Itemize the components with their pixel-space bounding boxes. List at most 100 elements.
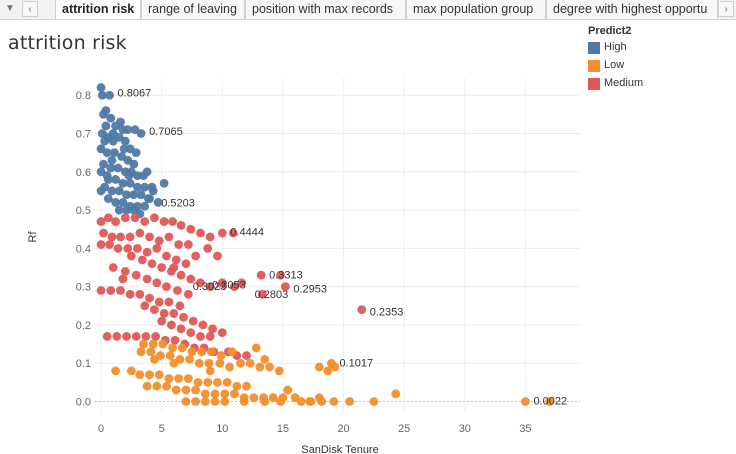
scatter-point-medium[interactable] xyxy=(123,243,133,253)
scatter-point-low[interactable] xyxy=(345,397,355,406)
scatter-point-medium[interactable] xyxy=(242,351,251,360)
scatter-point-low[interactable] xyxy=(236,358,245,368)
scatter-point-high[interactable] xyxy=(136,129,146,138)
scatter-point-high[interactable] xyxy=(106,113,116,123)
scatter-point-medium[interactable] xyxy=(133,243,142,253)
tab-range-of-leaving[interactable]: range of leaving xyxy=(141,0,245,19)
scatter-point-medium[interactable] xyxy=(257,289,267,299)
scatter-point-medium[interactable] xyxy=(217,278,227,288)
scatter-point-medium[interactable] xyxy=(152,243,162,253)
scatter-point-high[interactable] xyxy=(114,205,124,215)
scatter-point-low[interactable] xyxy=(210,389,220,399)
scatter-point-medium[interactable] xyxy=(164,297,174,307)
scatter-point-medium[interactable] xyxy=(186,328,196,337)
tab-max-population-group[interactable]: max population group xyxy=(406,0,546,19)
scatter-point-low[interactable] xyxy=(249,393,259,403)
scatter-point-high[interactable] xyxy=(122,205,131,215)
scatter-point-low[interactable] xyxy=(265,362,274,372)
scatter-point-medium[interactable] xyxy=(256,270,266,280)
scatter-point-low[interactable] xyxy=(276,397,285,406)
scatter-point-low[interactable] xyxy=(191,397,201,406)
scatter-point-high[interactable] xyxy=(159,178,169,188)
scatter-point-low[interactable] xyxy=(181,385,191,395)
scatter-point-medium[interactable] xyxy=(142,247,152,257)
scatter-point-medium[interactable] xyxy=(152,278,162,288)
scatter-point-low[interactable] xyxy=(227,347,237,357)
scatter-point-medium[interactable] xyxy=(125,289,135,299)
scatter-point-low[interactable] xyxy=(242,381,251,391)
scatter-point-high[interactable] xyxy=(106,163,116,173)
scatter-point-high[interactable] xyxy=(102,171,112,181)
scatter-point-high[interactable] xyxy=(120,136,130,146)
scatter-point-medium[interactable] xyxy=(96,240,106,249)
scatter-point-high[interactable] xyxy=(116,117,125,127)
legend-item-low[interactable]: Low xyxy=(588,59,643,77)
scatter-point-low[interactable] xyxy=(171,385,181,395)
scatter-point-medium[interactable] xyxy=(213,251,222,261)
scatter-point-medium[interactable] xyxy=(276,270,285,280)
scatter-point-high[interactable] xyxy=(122,190,131,200)
scatter-point-high[interactable] xyxy=(96,83,106,92)
scatter-point-high[interactable] xyxy=(133,182,142,192)
scatter-point-high[interactable] xyxy=(140,201,150,211)
scatter-point-high[interactable] xyxy=(114,186,124,196)
scatter-point-medium[interactable] xyxy=(157,316,167,326)
scatter-point-high[interactable] xyxy=(129,159,139,169)
scatter-point-medium[interactable] xyxy=(154,236,164,246)
scatter-point-low[interactable] xyxy=(207,347,216,357)
scatter-point-medium[interactable] xyxy=(171,255,181,265)
scatter-point-low[interactable] xyxy=(177,343,187,353)
scatter-point-low[interactable] xyxy=(391,389,401,399)
scatter-point-medium[interactable] xyxy=(150,213,159,223)
scatter-point-low[interactable] xyxy=(162,381,171,391)
scatter-point-low[interactable] xyxy=(230,389,239,399)
scatter-point-medium[interactable] xyxy=(217,328,227,337)
scatter-point-low[interactable] xyxy=(181,397,191,406)
scatter-point-high[interactable] xyxy=(101,106,111,115)
scatter-point-medium[interactable] xyxy=(107,232,117,242)
scatter-point-low[interactable] xyxy=(139,339,148,349)
scatter-point-medium[interactable] xyxy=(174,240,184,249)
scatter-point-medium[interactable] xyxy=(96,286,106,295)
scatter-point-medium[interactable] xyxy=(162,251,171,261)
scatter-point-low[interactable] xyxy=(145,370,154,380)
scatter-point-low[interactable] xyxy=(215,358,225,368)
scatter-point-low[interactable] xyxy=(210,397,220,406)
legend-item-medium[interactable]: Medium xyxy=(588,77,643,95)
scatter-point-medium[interactable] xyxy=(125,232,135,242)
scatter-point-low[interactable] xyxy=(213,377,222,387)
scatter-point-low[interactable] xyxy=(191,385,201,395)
scatter-point-high[interactable] xyxy=(153,198,163,207)
scatter-point-medium[interactable] xyxy=(131,270,141,280)
tab-position-with-max-records[interactable]: position with max records xyxy=(245,0,406,19)
scatter-point-high[interactable] xyxy=(136,190,146,200)
scatter-point-medium[interactable] xyxy=(181,259,191,269)
scatter-point-medium[interactable] xyxy=(196,278,205,288)
dropdown-triangle-icon[interactable]: ▼ xyxy=(5,3,15,14)
scatter-point-high[interactable] xyxy=(123,125,133,135)
scatter-point-high[interactable] xyxy=(102,148,112,158)
scatter-point-high[interactable] xyxy=(111,198,121,207)
scatter-point-low[interactable] xyxy=(204,358,214,368)
scatter-point-low[interactable] xyxy=(150,355,159,364)
scatter-point-low[interactable] xyxy=(183,374,193,383)
scatter-point-high[interactable] xyxy=(129,190,139,200)
scatter-point-high[interactable] xyxy=(107,186,117,196)
scatter-point-low[interactable] xyxy=(197,347,207,357)
scatter-point-medium[interactable] xyxy=(150,305,159,315)
scatter-point-medium[interactable] xyxy=(137,255,147,265)
scatter-point-medium[interactable] xyxy=(357,305,367,315)
scatter-point-low[interactable] xyxy=(168,343,178,353)
scatter-point-medium[interactable] xyxy=(105,240,114,249)
scatter-point-low[interactable] xyxy=(369,397,379,406)
scatter-point-medium[interactable] xyxy=(103,213,113,223)
scatter-point-medium[interactable] xyxy=(131,332,141,341)
scatter-point-low[interactable] xyxy=(193,377,203,387)
scatter-point-low[interactable] xyxy=(251,343,261,353)
scatter-point-medium[interactable] xyxy=(169,263,179,272)
scatter-point-high[interactable] xyxy=(140,182,150,192)
scatter-point-low[interactable] xyxy=(174,374,184,383)
scatter-point-medium[interactable] xyxy=(154,297,164,307)
scatter-point-high[interactable] xyxy=(96,186,106,196)
scatter-point-medium[interactable] xyxy=(99,228,108,238)
